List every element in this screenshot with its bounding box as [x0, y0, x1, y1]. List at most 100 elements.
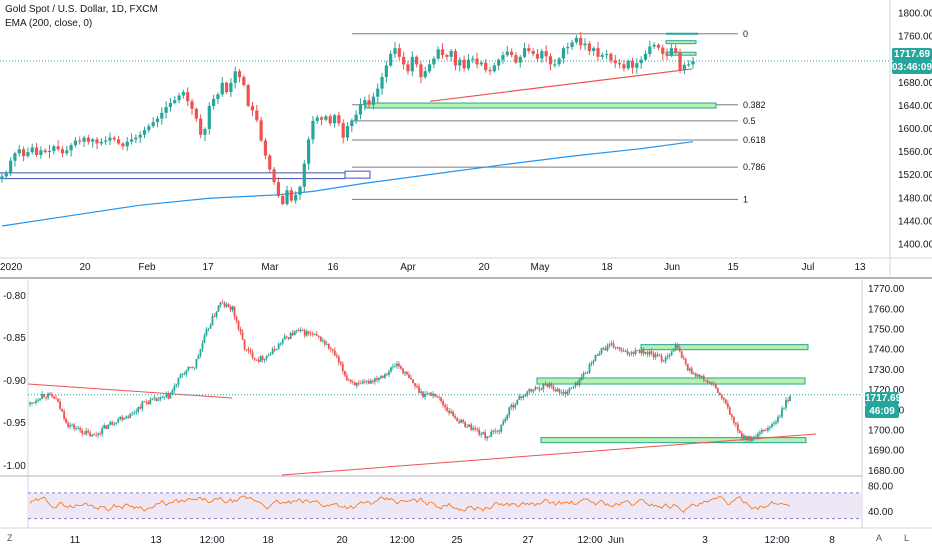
candle-body	[562, 391, 565, 393]
candle-body	[748, 436, 751, 441]
ema-indicator-label[interactable]: EMA (200, close, 0)	[5, 18, 93, 29]
candle-body	[319, 336, 322, 342]
candle-body	[303, 330, 306, 336]
candle-body	[466, 426, 469, 428]
auto-scale-button[interactable]: A	[876, 533, 883, 543]
support-marker	[344, 170, 371, 179]
candle-body	[696, 374, 699, 377]
candle-body	[237, 321, 240, 330]
intraday-price-chart[interactable]	[27, 299, 862, 476]
candle-body	[602, 348, 605, 350]
candle-body	[392, 366, 394, 368]
candle-body	[241, 332, 244, 340]
candle-body	[546, 384, 549, 387]
candle-body	[700, 375, 703, 378]
candle-body	[91, 139, 95, 142]
candle-body	[588, 363, 591, 373]
candle-body	[442, 401, 444, 406]
candle-body	[267, 355, 270, 357]
candle-body	[514, 404, 517, 408]
candle-body	[720, 394, 723, 399]
main-time-axis[interactable]: 2020 20 Feb 17 Mar 16 Apr 20 May 18 Jun 15 Jul 13	[0, 262, 866, 273]
candle-body	[536, 387, 539, 389]
price-tick-label: 1560.00	[898, 147, 932, 158]
candle-body	[384, 374, 386, 378]
candle-body	[298, 186, 302, 195]
left-axis-tick-label: -0.90	[3, 376, 26, 387]
candle-body	[65, 418, 67, 423]
candle-body	[231, 306, 234, 310]
candle-body	[175, 384, 178, 386]
intraday-time-axis[interactable]: 11 13 12:00 18 20 12:00 25 27 12:00 Jun 3 12:00 8	[70, 535, 835, 546]
candle-body	[674, 48, 678, 53]
log-scale-button[interactable]: L	[904, 533, 910, 543]
candle-body	[632, 352, 635, 354]
fib-level-label: 0.382	[743, 100, 766, 110]
rsi-panel[interactable]: 80.00 40.00	[28, 481, 893, 520]
candle-body	[137, 407, 140, 412]
candle-body	[183, 374, 186, 375]
candle-body	[247, 349, 250, 351]
candle-body	[216, 94, 220, 99]
candle-body	[544, 384, 547, 385]
main-price-chart[interactable]: 0 0.382 0.5 0.618 0.786 1	[0, 29, 890, 227]
candle-body	[279, 343, 282, 345]
candle-body	[479, 62, 483, 65]
candle-body	[275, 349, 278, 351]
price-tick-label: 1730.00	[868, 365, 905, 376]
candle-body	[738, 430, 741, 433]
price-tick-label: 1600.00	[898, 124, 932, 135]
candle-body	[643, 53, 648, 60]
candle-body	[85, 430, 88, 435]
intraday-price-axis[interactable]: 1770.00 1760.00 1750.00 1740.00 1730.00 1720.…	[868, 284, 905, 477]
candle-body	[617, 63, 622, 65]
candle-body	[418, 386, 420, 393]
candle-body	[97, 433, 100, 436]
candle-body	[726, 403, 729, 408]
candle-body	[684, 358, 687, 364]
candle-body	[630, 60, 635, 68]
candle-body	[219, 302, 222, 306]
candle-body	[169, 394, 172, 399]
candle-body	[34, 147, 39, 155]
candle-body	[287, 337, 290, 339]
candle-body	[69, 425, 72, 427]
price-zone	[536, 377, 806, 385]
candle-body	[506, 415, 509, 419]
candle-body	[113, 423, 116, 425]
candle-body	[173, 100, 177, 104]
candle-body	[235, 316, 238, 322]
candle-body	[335, 355, 338, 357]
candle-body	[67, 422, 70, 427]
candle-body	[475, 58, 479, 65]
candle-body	[783, 407, 785, 409]
candle-body	[257, 359, 260, 362]
candle-body	[99, 141, 103, 144]
candle-body	[225, 304, 228, 307]
candle-body	[478, 429, 481, 435]
zoom-button[interactable]: Z	[7, 533, 13, 543]
candle-body	[145, 401, 148, 403]
candle-body	[215, 311, 218, 317]
candle-body	[39, 398, 41, 401]
price-tick-label: 1400.00	[898, 239, 932, 250]
price-zone	[640, 344, 809, 351]
candle-body	[311, 333, 314, 335]
candle-body	[669, 48, 674, 56]
candle-body	[553, 64, 557, 66]
candle-body	[666, 356, 669, 358]
main-price-axis[interactable]: 1800.001760.001720.001680.001640.001600.…	[898, 9, 932, 251]
candle-body	[423, 71, 427, 78]
candle-body	[470, 424, 473, 430]
candle-body	[263, 140, 268, 156]
fib-level-label: 0.618	[743, 135, 766, 145]
candle-body	[534, 387, 537, 390]
candle-body	[422, 391, 424, 398]
candle-body	[75, 428, 78, 430]
candle-body	[313, 334, 316, 335]
candle-body	[512, 404, 515, 408]
candle-body	[143, 401, 146, 403]
candle-body	[227, 304, 230, 307]
candle-body	[55, 398, 57, 400]
